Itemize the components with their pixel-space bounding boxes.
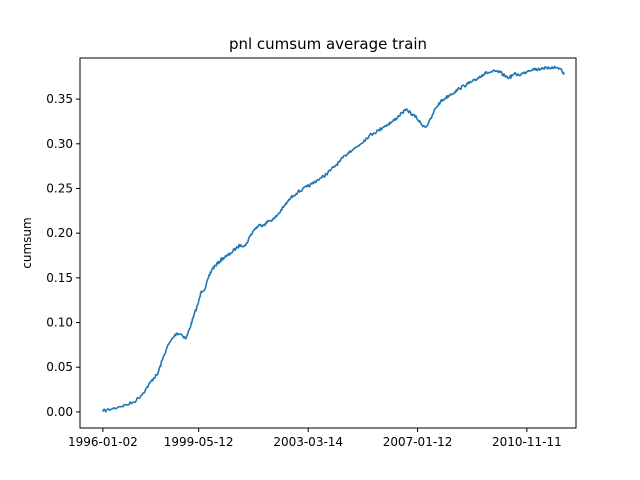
y-tick-label: 0.35 (46, 92, 73, 106)
axis-ticks: 1996-01-02 1999-05-12 2003-03-14 2007-01-12… (46, 92, 561, 449)
x-tick-label: 2007-01-12 (383, 435, 453, 449)
y-tick-label: 0.00 (46, 405, 73, 419)
y-tick-label: 0.15 (46, 271, 73, 285)
chart-title: pnl cumsum average train (229, 35, 427, 53)
y-tick-label: 0.20 (46, 226, 73, 240)
x-tick-label: 1999-05-12 (164, 435, 234, 449)
y-axis-label: cumsum (20, 217, 34, 268)
plot-frame (79, 57, 577, 429)
y-tick-label: 0.10 (46, 316, 73, 330)
series-line (102, 65, 565, 413)
y-tick-label: 0.05 (46, 360, 73, 374)
y-tick-label: 0.30 (46, 137, 73, 151)
x-tick-label: 2003-03-14 (273, 435, 343, 449)
x-tick-label: 1996-01-02 (68, 435, 138, 449)
y-tick-label: 0.25 (46, 181, 73, 195)
x-tick-label: 2010-11-11 (492, 435, 562, 449)
